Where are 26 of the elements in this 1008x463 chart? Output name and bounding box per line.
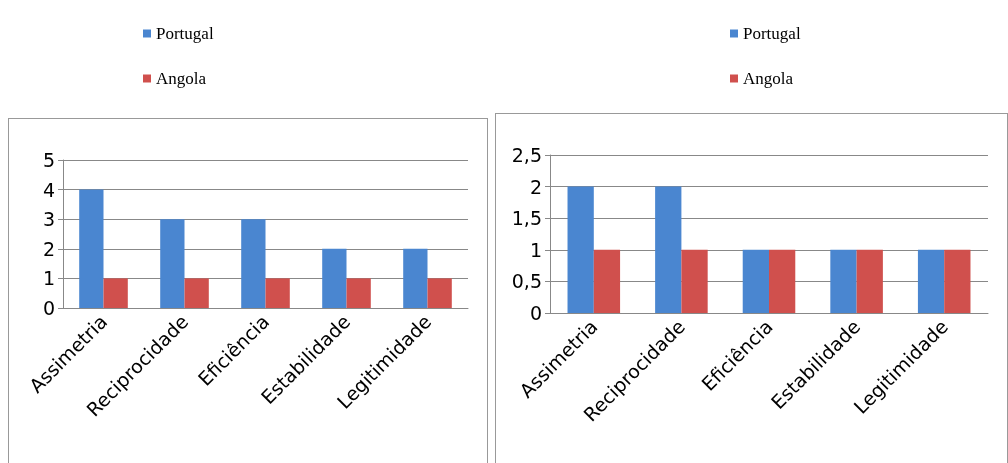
bar [403, 248, 428, 308]
y-tick-label: 1 [42, 267, 55, 290]
y-tick-label: 2 [529, 175, 542, 198]
y-tick-label: 5 [42, 149, 55, 171]
y-tick-label: 3 [42, 208, 55, 231]
y-tick-label: 2,5 [511, 144, 542, 166]
legend-label: Portugal [156, 24, 214, 43]
bar [103, 278, 128, 308]
bar [160, 219, 185, 308]
legend-label: Angola [743, 69, 794, 88]
y-tick-label: 1 [529, 238, 542, 261]
bar [184, 278, 209, 308]
legend-label: Angola [156, 69, 207, 88]
y-tick-label: 1,5 [511, 207, 542, 230]
y-tick-label: 0,5 [511, 270, 542, 293]
bar [241, 219, 266, 308]
y-tick-label: 0 [42, 297, 55, 319]
bar [346, 278, 371, 308]
y-tick-label: 0 [529, 302, 542, 324]
bar [427, 278, 452, 308]
bar [79, 189, 104, 308]
y-tick-label: 4 [42, 178, 55, 201]
legend-label: Portugal [743, 24, 801, 43]
bar [322, 248, 347, 308]
bar [265, 278, 290, 308]
y-tick-label: 2 [42, 237, 55, 260]
